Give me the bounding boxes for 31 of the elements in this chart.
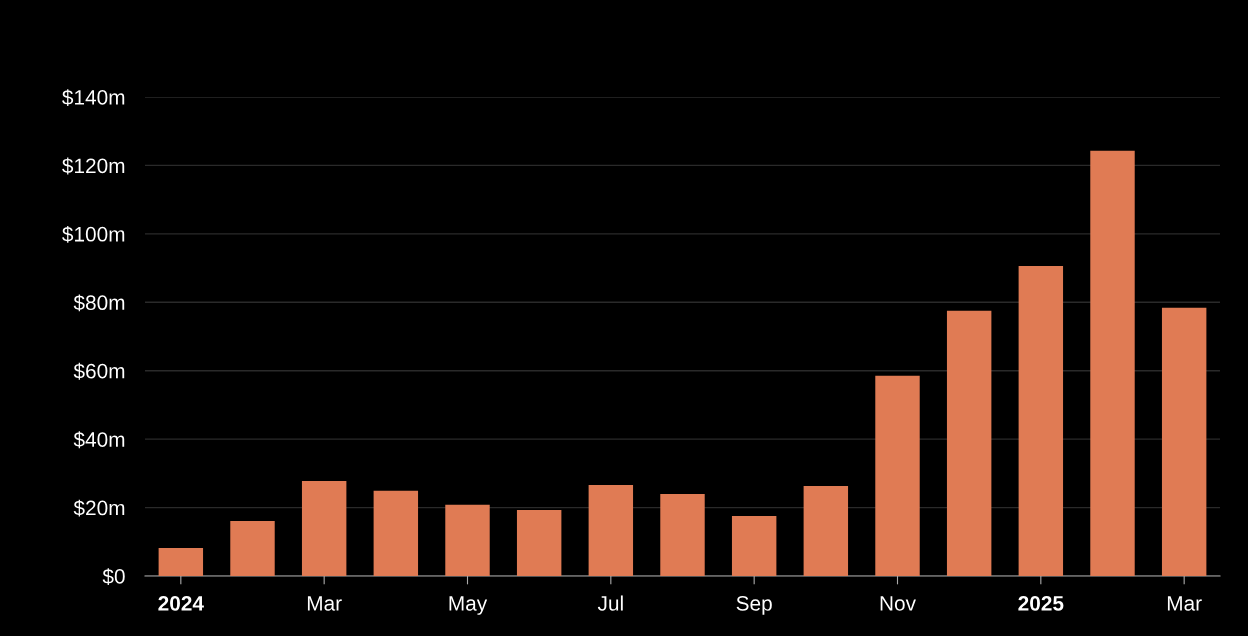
y-tick-label: $20m [73,499,125,517]
bar [516,509,562,576]
bar [803,486,849,576]
bar [373,490,419,576]
bar [731,516,777,576]
bar [946,310,992,576]
bar [660,493,705,576]
bar [1090,150,1135,576]
bar [1018,266,1064,576]
y-tick-label: $40m [73,431,125,449]
y-tick-label: $60m [73,362,125,380]
y-tick-label: $100m [62,225,125,243]
bar [875,375,920,576]
bar [230,520,275,576]
y-tick-label: $0 [102,568,125,585]
x-tick-label: 2025 [1018,595,1064,611]
x-tick-label: Jul [597,595,623,611]
x-tick-label: Mar [307,596,342,611]
y-tick-label: $80m [73,294,125,312]
bar [301,480,347,576]
bar [588,484,634,576]
x-tick-label: May [449,596,488,615]
bar [445,504,490,576]
bar [158,547,204,576]
y-tick-label: $140m [62,89,125,106]
x-tick-label: Mar [1167,596,1202,611]
y-tick-label: $120m [62,157,125,175]
x-tick-label: Sep [736,595,772,615]
x-tick-label: 2024 [158,595,204,611]
bar [1161,307,1207,576]
x-tick-label: Nov [880,596,916,611]
